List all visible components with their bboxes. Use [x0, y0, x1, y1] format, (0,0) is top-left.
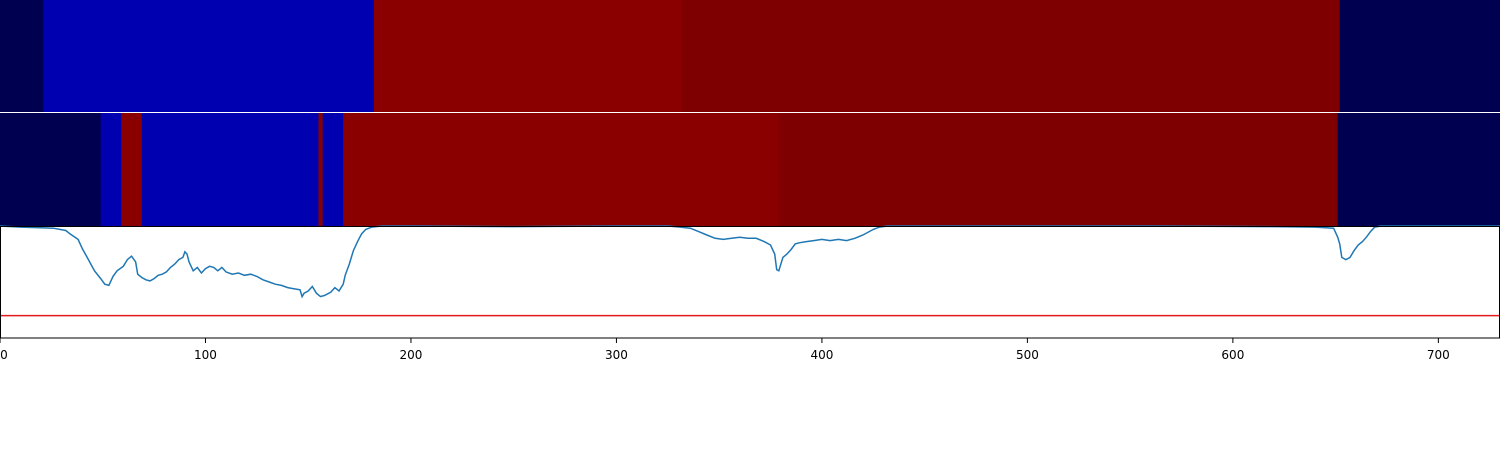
x-tick-label: 400: [810, 348, 833, 362]
segment-bar: [0, 0, 44, 112]
segment-bar: [141, 113, 320, 226]
segment-bar: [121, 113, 143, 226]
x-tick-label: 200: [400, 348, 423, 362]
x-axis: 0 100 200 300 400 500 600 700: [0, 338, 1450, 362]
segment-row-1: [0, 0, 1500, 112]
segment-bar: [318, 113, 324, 226]
line-panel: [0, 225, 1500, 317]
segment-bar: [682, 0, 1341, 112]
segment-bar: [100, 113, 122, 226]
segment-bar: [43, 0, 375, 112]
segment-row-2: [0, 113, 1500, 226]
segment-bar: [1337, 113, 1500, 226]
segment-bar: [343, 113, 780, 226]
x-tick-label: 100: [194, 348, 217, 362]
x-tick-label: 300: [605, 348, 628, 362]
segment-bar: [778, 113, 1339, 226]
segment-bar: [1339, 0, 1500, 112]
segment-bar: [373, 0, 683, 112]
x-tick-label: 0: [0, 348, 8, 362]
x-tick-label: 500: [1016, 348, 1039, 362]
series-line: [0, 225, 1500, 299]
segment-bar: [322, 113, 344, 226]
segment-bar: [0, 113, 102, 226]
axes-frame: [0, 226, 1500, 339]
x-tick-label: 700: [1427, 348, 1450, 362]
x-tick-label: 600: [1221, 348, 1244, 362]
